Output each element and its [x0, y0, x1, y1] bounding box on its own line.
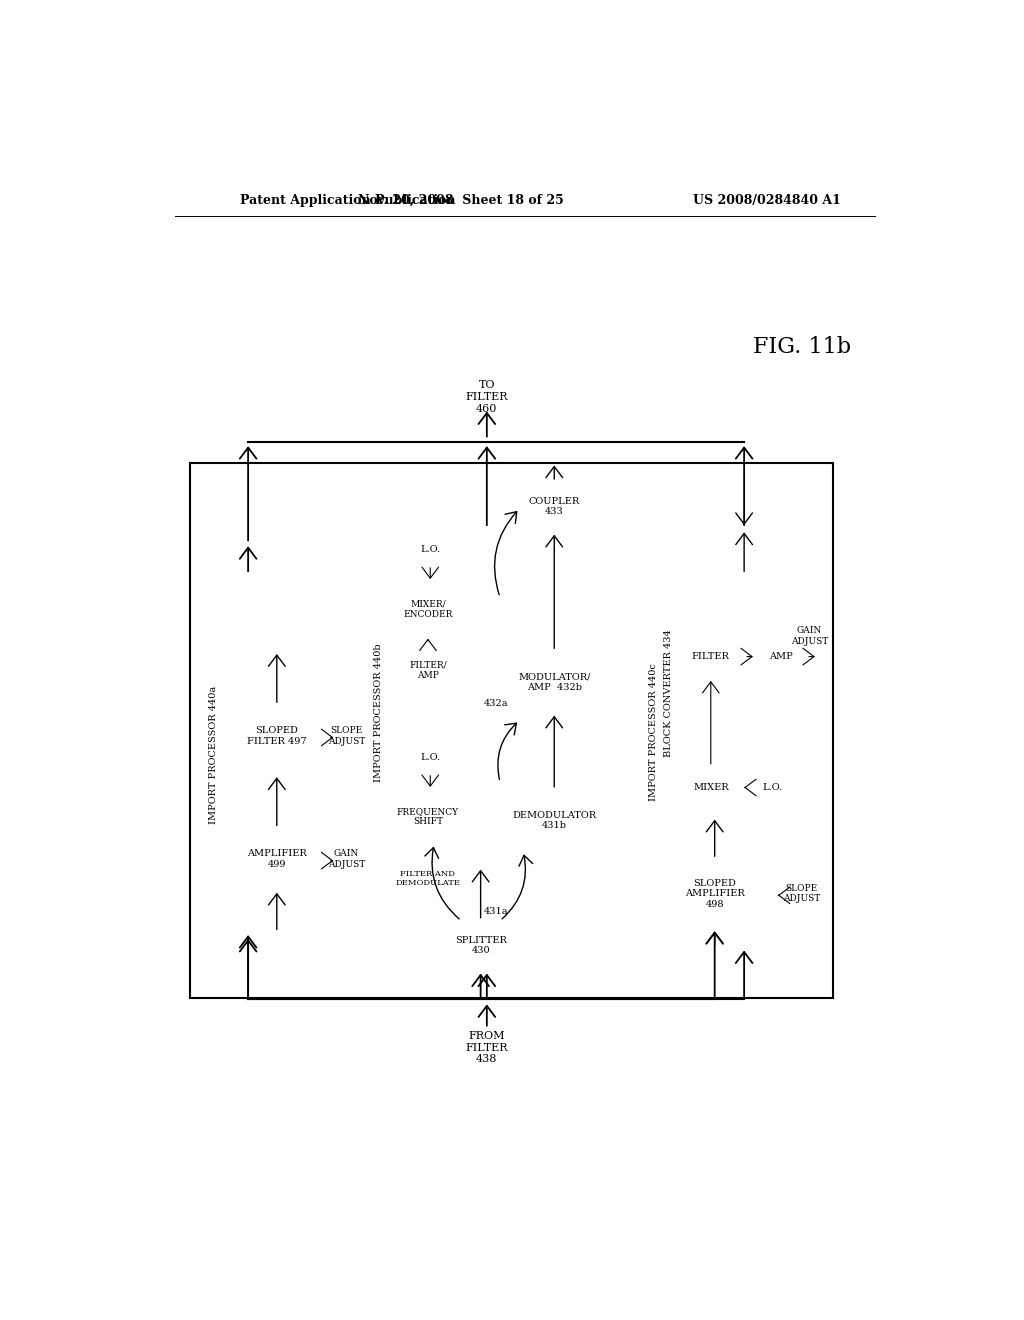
Bar — [640, 520, 818, 948]
Text: SPLITTER
430: SPLITTER 430 — [455, 936, 507, 956]
Text: GAIN
ADJUST: GAIN ADJUST — [791, 626, 827, 645]
Text: SLOPED
FILTER 497: SLOPED FILTER 497 — [247, 726, 306, 746]
Text: SLOPED
AMPLIFIER
498: SLOPED AMPLIFIER 498 — [685, 879, 744, 908]
Bar — [678, 767, 744, 809]
Bar — [202, 574, 349, 932]
Text: L.O.: L.O. — [420, 545, 440, 554]
Bar — [756, 636, 806, 678]
Text: AMPLIFIER
499: AMPLIFIER 499 — [247, 849, 306, 869]
Text: FILTER: FILTER — [692, 652, 730, 661]
Text: COUPLER
433: COUPLER 433 — [528, 496, 580, 516]
Bar — [655, 859, 775, 928]
Bar — [384, 528, 500, 705]
Bar — [678, 636, 744, 678]
Text: TO
FILTER
460: TO FILTER 460 — [466, 380, 508, 413]
Bar — [508, 482, 601, 532]
Text: 431a: 431a — [483, 907, 508, 916]
Text: L.O.: L.O. — [420, 752, 440, 762]
Text: FILTER/
AMP: FILTER/ AMP — [410, 661, 446, 680]
Bar — [508, 651, 601, 713]
Bar — [430, 921, 531, 970]
Text: FROM
FILTER
438: FROM FILTER 438 — [466, 1031, 508, 1064]
Bar — [190, 462, 834, 998]
Bar — [221, 829, 334, 890]
Text: GAIN
ADJUST: GAIN ADJUST — [328, 849, 366, 869]
Text: Patent Application Publication: Patent Application Publication — [241, 194, 456, 207]
Text: MIXER: MIXER — [693, 783, 729, 792]
Text: SLOPE
ADJUST: SLOPE ADJUST — [328, 726, 366, 746]
Text: IMPORT PROCESSOR 440c: IMPORT PROCESSOR 440c — [649, 663, 657, 801]
Bar — [655, 574, 834, 813]
Text: US 2008/0284840 A1: US 2008/0284840 A1 — [693, 194, 841, 207]
Text: Nov. 20, 2008  Sheet 18 of 25: Nov. 20, 2008 Sheet 18 of 25 — [358, 194, 564, 207]
Bar — [388, 644, 469, 697]
Text: MIXER/
ENCODER: MIXER/ ENCODER — [403, 599, 453, 619]
Text: FREQUENCY
SHIFT: FREQUENCY SHIFT — [397, 807, 459, 826]
Bar — [221, 705, 334, 767]
Text: FILTER AND
DEMODULATE: FILTER AND DEMODULATE — [395, 870, 461, 887]
Bar — [388, 582, 469, 636]
Text: L.O.: L.O. — [763, 783, 783, 792]
Text: DEMODULATOR
431b: DEMODULATOR 431b — [512, 810, 596, 830]
Text: SLOPE
ADJUST: SLOPE ADJUST — [783, 884, 820, 903]
Bar — [403, 535, 458, 565]
Text: 432a: 432a — [483, 700, 508, 708]
Bar — [388, 789, 469, 843]
Bar — [748, 767, 799, 809]
Bar — [508, 789, 601, 851]
Text: IMPORT PROCESSOR 440b: IMPORT PROCESSOR 440b — [374, 643, 383, 783]
Bar — [388, 851, 469, 906]
Bar — [365, 462, 640, 970]
Text: FIG. 11b: FIG. 11b — [754, 337, 851, 358]
Text: MODULATOR/
AMP  432b: MODULATOR/ AMP 432b — [518, 672, 591, 692]
Text: IMPORT PROCESSOR 440a: IMPORT PROCESSOR 440a — [209, 686, 218, 824]
Text: BLOCK CONVERTER 434: BLOCK CONVERTER 434 — [665, 630, 674, 758]
Bar — [403, 742, 458, 774]
Bar — [384, 737, 500, 913]
Text: AMP: AMP — [769, 652, 793, 661]
